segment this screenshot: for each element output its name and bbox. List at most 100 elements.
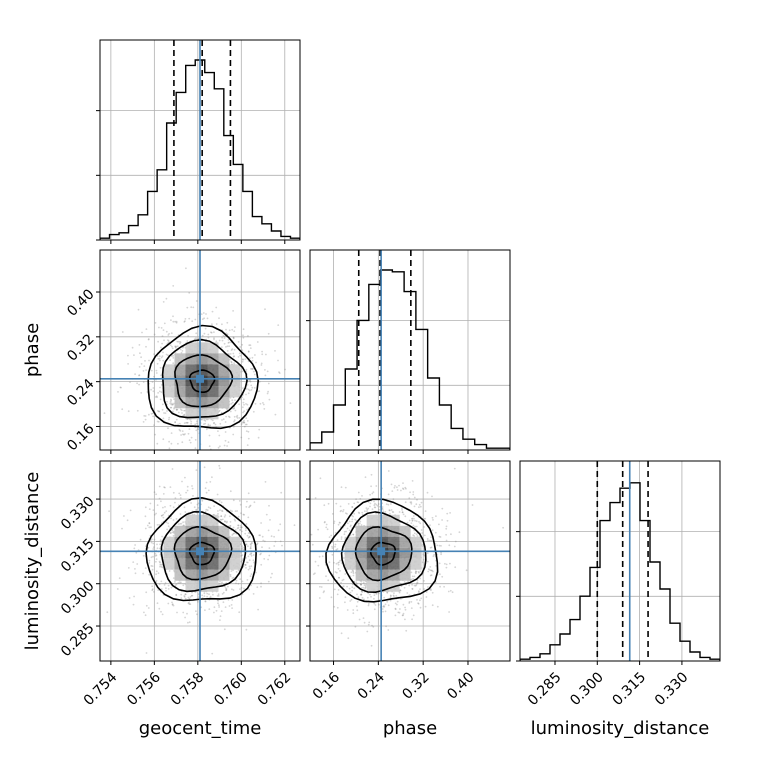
sample-point — [216, 595, 219, 597]
sample-point — [331, 547, 334, 549]
sample-point — [369, 505, 371, 508]
sample-point — [394, 614, 397, 617]
sample-point — [411, 519, 414, 522]
sample-point — [358, 618, 361, 621]
sample-point — [177, 423, 180, 426]
sample-point — [245, 557, 247, 559]
sample-point — [180, 434, 183, 436]
sample-point — [159, 359, 161, 362]
sample-point — [336, 593, 339, 596]
sample-point — [177, 582, 180, 584]
sample-point — [181, 412, 183, 414]
sample-point — [239, 354, 242, 357]
sample-point — [322, 591, 325, 594]
sample-point — [429, 566, 432, 568]
sample-point — [246, 408, 249, 411]
sample-point — [183, 595, 186, 597]
sample-point — [171, 531, 174, 534]
sample-point — [418, 591, 420, 593]
density-cell — [388, 514, 400, 526]
sample-point — [164, 506, 166, 508]
sample-point — [241, 358, 244, 361]
sample-point — [396, 600, 399, 603]
sample-point — [336, 606, 339, 609]
sample-point — [167, 588, 170, 590]
sample-point — [157, 340, 160, 343]
sample-point — [373, 602, 376, 605]
sample-point — [225, 521, 228, 524]
density-cell — [388, 536, 400, 548]
sample-point — [209, 424, 212, 427]
sample-point — [212, 593, 214, 596]
sample-point — [253, 501, 256, 504]
sample-point — [159, 565, 161, 568]
sample-point — [344, 573, 347, 575]
sample-point — [338, 561, 340, 564]
density-cell — [218, 525, 230, 537]
sample-point — [393, 595, 395, 597]
sample-point — [392, 594, 395, 597]
sample-point — [221, 509, 223, 512]
sample-point — [158, 497, 161, 500]
sample-point — [348, 587, 351, 590]
sample-point — [268, 547, 271, 549]
sample-point — [411, 588, 414, 590]
sample-point — [241, 580, 244, 583]
sample-point — [209, 481, 212, 483]
sample-point — [245, 430, 248, 432]
sample-point — [165, 587, 167, 590]
sample-point — [172, 320, 175, 323]
sample-point — [232, 576, 235, 579]
sample-point — [161, 355, 164, 357]
sample-point — [416, 581, 419, 584]
sample-point — [164, 486, 166, 489]
sample-point — [116, 588, 119, 590]
sample-point — [157, 420, 160, 423]
sample-point — [153, 424, 155, 426]
density-cell — [185, 536, 197, 548]
sample-point — [183, 409, 186, 412]
sample-point — [136, 563, 139, 565]
sample-point — [225, 589, 228, 591]
sample-point — [219, 509, 221, 512]
sample-point — [357, 522, 360, 525]
sample-point — [160, 391, 163, 393]
sample-point — [169, 532, 172, 534]
sample-point — [382, 610, 384, 613]
sample-point — [232, 407, 235, 410]
sample-point — [172, 357, 175, 359]
sample-point — [223, 337, 226, 339]
sample-point — [237, 341, 240, 343]
sample-point — [365, 507, 368, 509]
sample-point — [245, 628, 248, 631]
sample-point — [312, 573, 315, 576]
sample-point — [218, 604, 220, 607]
x-tick-label: 0.24 — [355, 669, 388, 702]
sample-point — [425, 596, 428, 598]
sample-point — [267, 529, 270, 532]
density-cell — [196, 580, 208, 592]
sample-point — [333, 605, 336, 608]
sample-point — [445, 525, 448, 528]
sample-point — [350, 598, 353, 601]
sample-point — [436, 605, 439, 608]
sample-point — [203, 419, 206, 421]
sample-point — [254, 402, 257, 405]
sample-point — [240, 555, 243, 557]
sample-point — [223, 520, 226, 523]
sample-point — [158, 410, 161, 413]
sample-point — [438, 544, 441, 547]
sample-point — [278, 372, 281, 374]
sample-point — [173, 398, 175, 400]
sample-point — [228, 416, 231, 419]
sample-point — [172, 362, 175, 365]
sample-point — [160, 374, 162, 377]
density-cell — [196, 514, 208, 526]
sample-point — [243, 421, 246, 424]
sample-point — [250, 565, 253, 567]
sample-point — [372, 625, 375, 628]
sample-point — [182, 433, 184, 436]
sample-point — [219, 580, 221, 583]
sample-point — [396, 603, 398, 606]
sample-point — [217, 593, 220, 596]
